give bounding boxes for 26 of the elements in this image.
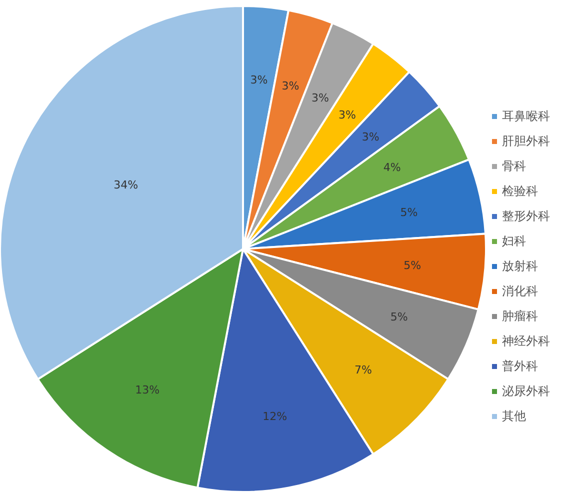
data-label: 12% <box>262 410 288 424</box>
legend-label: 其他 <box>502 409 526 423</box>
legend-label: 泌尿外科 <box>502 384 550 398</box>
legend-label: 肝胆外科 <box>502 134 550 148</box>
data-label: 5% <box>400 206 418 219</box>
data-label: 5% <box>404 259 422 272</box>
legend-label: 普外科 <box>502 359 538 373</box>
data-label: 3% <box>250 74 268 87</box>
legend-label: 消化科 <box>502 284 538 298</box>
data-label: 4% <box>383 161 401 174</box>
data-label: 34% <box>114 178 138 192</box>
legend-label: 耳鼻喉科 <box>502 109 550 123</box>
data-label: 3% <box>362 130 380 144</box>
data-label: 5% <box>390 310 408 324</box>
data-label: 7% <box>354 363 372 376</box>
legend-label: 检验科 <box>502 184 538 198</box>
data-label: 13% <box>135 384 160 397</box>
legend-label: 放射科 <box>502 259 538 273</box>
legend-label: 神经外科 <box>502 334 550 348</box>
legend-label: 肿瘤科 <box>502 309 538 323</box>
data-label: 3% <box>282 80 300 93</box>
legend-label: 骨科 <box>502 159 526 173</box>
data-label: 3% <box>338 108 356 122</box>
data-label: 3% <box>311 91 329 104</box>
legend-label: 妇科 <box>502 234 526 248</box>
legend-label: 整形外科 <box>502 209 550 223</box>
